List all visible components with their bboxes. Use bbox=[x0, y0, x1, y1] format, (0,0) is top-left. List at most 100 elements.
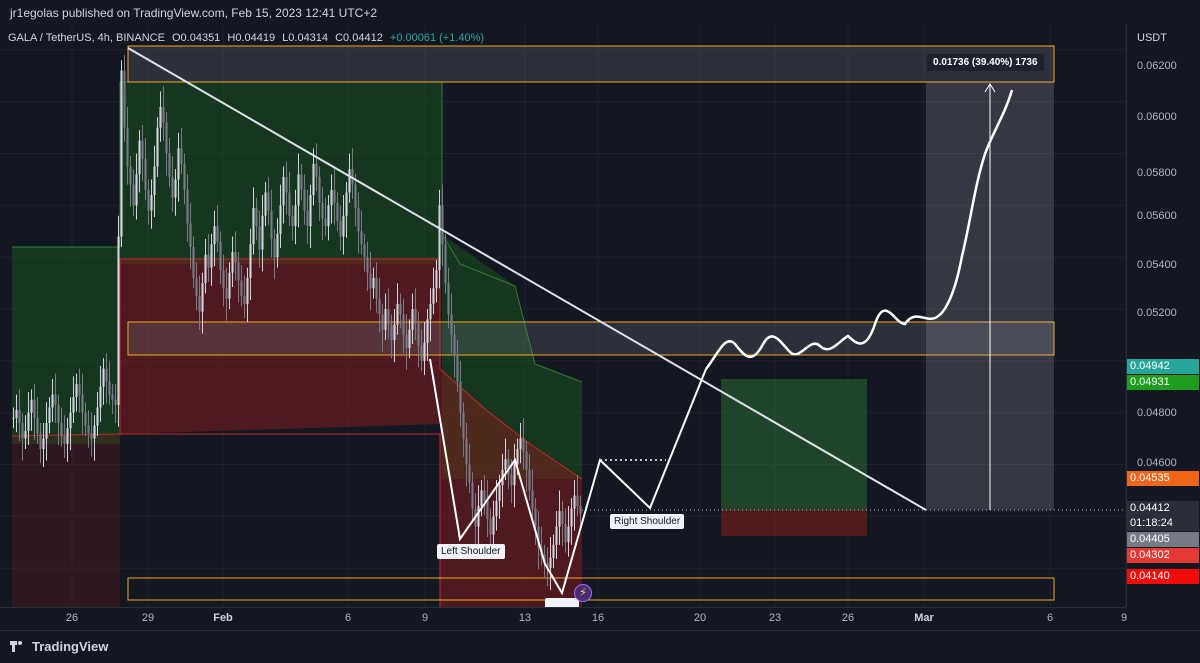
candle-body bbox=[303, 189, 306, 211]
candle-body bbox=[339, 220, 342, 237]
candle-body bbox=[126, 127, 129, 167]
green-band bbox=[12, 247, 120, 444]
candle-body bbox=[285, 176, 288, 193]
candle-body bbox=[93, 425, 96, 439]
candle-body bbox=[63, 435, 66, 444]
candle-body bbox=[441, 205, 444, 245]
projection-path bbox=[705, 89, 1014, 370]
candle-body bbox=[276, 233, 279, 258]
candle-body bbox=[483, 490, 486, 501]
time-tick: 23 bbox=[768, 612, 782, 624]
candle-body bbox=[492, 516, 495, 535]
candle-body bbox=[189, 223, 192, 247]
candle-body bbox=[144, 158, 147, 190]
candle-body bbox=[423, 342, 426, 361]
candle-body bbox=[408, 329, 411, 348]
candle-body bbox=[390, 324, 393, 341]
chart-pane[interactable]: GALA / TetherUS, 4h, BINANCE O0.04351 H0… bbox=[0, 24, 1126, 607]
candle-body bbox=[174, 179, 177, 198]
candle-body bbox=[123, 70, 126, 128]
candle-body bbox=[288, 192, 291, 216]
price-tick: 0.05400 bbox=[1137, 259, 1177, 271]
candle-body bbox=[444, 244, 447, 284]
candle-body bbox=[258, 226, 261, 250]
candle-body bbox=[138, 140, 141, 175]
candle-body bbox=[24, 430, 27, 439]
candle-body bbox=[555, 526, 558, 545]
candle-body bbox=[567, 526, 570, 543]
candle-body bbox=[294, 205, 297, 227]
candle-body bbox=[48, 407, 51, 424]
measure-label[interactable]: 0.01736 (39.40%) 1736 bbox=[927, 54, 1044, 71]
chart-svg[interactable] bbox=[0, 24, 1126, 607]
right-shoulder-label[interactable]: Right Shoulder bbox=[610, 514, 685, 529]
candle-body bbox=[432, 288, 435, 304]
candle-body bbox=[204, 254, 207, 284]
head-label[interactable] bbox=[545, 598, 579, 607]
left-shoulder-label[interactable]: Left Shoulder bbox=[437, 544, 505, 559]
publish-text: jr1egolas published on TradingView.com, … bbox=[10, 6, 378, 20]
candle-body bbox=[168, 153, 171, 177]
candle-body bbox=[72, 397, 75, 413]
candle-body bbox=[378, 298, 381, 315]
legend-change: +0.00061 (+1.40%) bbox=[389, 32, 485, 44]
candle-body bbox=[321, 202, 324, 219]
legend-symbol[interactable]: GALA / TetherUS, 4h, BINANCE bbox=[8, 32, 165, 44]
time-tick: 9 bbox=[1120, 612, 1128, 624]
price-label: 0.04405 bbox=[1127, 532, 1199, 547]
lightning-icon[interactable]: ⚡ bbox=[574, 584, 592, 602]
candle-body bbox=[177, 148, 180, 180]
candle-body bbox=[405, 334, 408, 348]
time-tick: 9 bbox=[421, 612, 429, 624]
candle-body bbox=[105, 368, 108, 382]
time-tick: Feb bbox=[213, 612, 233, 624]
price-label: 0.04535 bbox=[1127, 471, 1199, 486]
candle-body bbox=[270, 210, 273, 240]
candle-body bbox=[117, 236, 120, 405]
tradingview-logo[interactable]: TradingView bbox=[10, 639, 108, 654]
candle-body bbox=[279, 205, 282, 234]
price-label: 0.04302 bbox=[1127, 548, 1199, 563]
candle-body bbox=[495, 500, 498, 517]
red-band-edge bbox=[11, 258, 583, 480]
candle-body bbox=[261, 215, 264, 250]
candle-body bbox=[396, 303, 399, 325]
price-label: 0.04942 bbox=[1127, 359, 1199, 374]
candle-body bbox=[525, 451, 528, 470]
candle-body bbox=[162, 106, 165, 123]
candle-body bbox=[480, 490, 483, 506]
candle-body bbox=[108, 381, 111, 395]
time-tick: Mar bbox=[914, 612, 934, 624]
candle-body bbox=[531, 490, 534, 509]
candle-body bbox=[510, 474, 513, 486]
price-axis[interactable]: USDT 0.06200 0.06000 0.05800 0.05600 0.05400… bbox=[1126, 24, 1200, 607]
candle-body bbox=[33, 399, 36, 418]
price-tick: 0.04800 bbox=[1137, 407, 1177, 419]
candle-body bbox=[234, 252, 237, 263]
candle-body bbox=[414, 309, 417, 322]
candle-body bbox=[348, 169, 351, 193]
candle-body bbox=[60, 423, 63, 436]
candle-body bbox=[354, 184, 357, 208]
candle-body bbox=[81, 394, 84, 413]
price-tick: 0.04600 bbox=[1137, 457, 1177, 469]
candle-body bbox=[417, 321, 420, 346]
price-tick: 0.06000 bbox=[1137, 111, 1177, 123]
price-label: 0.04931 bbox=[1127, 375, 1199, 390]
candle-body bbox=[459, 381, 462, 413]
candle-body bbox=[477, 505, 480, 527]
candle-body bbox=[237, 262, 240, 281]
price-tick: 0.05200 bbox=[1137, 307, 1177, 319]
candle-body bbox=[132, 184, 135, 206]
time-axis[interactable]: 26 29 Feb 6 9 13 16 20 23 26 Mar 6 9 bbox=[0, 607, 1128, 630]
candle-body bbox=[573, 495, 576, 509]
candle-body bbox=[102, 368, 105, 387]
candle-body bbox=[111, 394, 114, 400]
candle-body bbox=[231, 252, 234, 273]
candle-body bbox=[564, 524, 567, 543]
candle-body bbox=[552, 544, 555, 558]
candle-body bbox=[36, 417, 39, 434]
candle-body bbox=[201, 283, 204, 312]
legend-high: H0.04419 bbox=[227, 32, 276, 44]
candle-body bbox=[12, 417, 15, 419]
